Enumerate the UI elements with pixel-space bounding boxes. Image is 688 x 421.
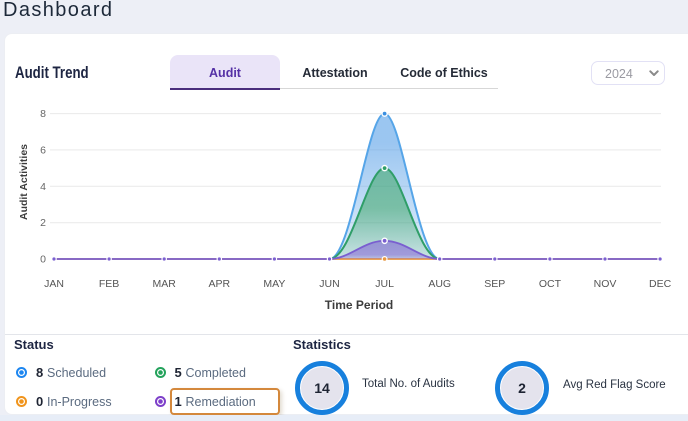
svg-text:SEP: SEP [484, 278, 505, 290]
svg-text:6: 6 [40, 144, 46, 156]
svg-text:OCT: OCT [539, 278, 562, 290]
svg-text:APR: APR [209, 278, 231, 290]
svg-text:MAY: MAY [263, 278, 285, 290]
svg-text:MAR: MAR [153, 278, 177, 290]
svg-text:JAN: JAN [44, 278, 64, 290]
svg-text:NOV: NOV [594, 278, 617, 290]
svg-text:JUN: JUN [319, 278, 339, 290]
svg-text:Audit Activities: Audit Activities [18, 144, 30, 220]
svg-text:0: 0 [40, 254, 46, 266]
svg-text:2: 2 [40, 217, 46, 229]
svg-text:JUL: JUL [375, 278, 394, 290]
svg-text:4: 4 [40, 181, 46, 193]
svg-text:8: 8 [40, 108, 46, 120]
svg-text:AUG: AUG [428, 278, 451, 290]
svg-text:DEC: DEC [649, 278, 672, 290]
svg-text:FEB: FEB [99, 278, 119, 290]
